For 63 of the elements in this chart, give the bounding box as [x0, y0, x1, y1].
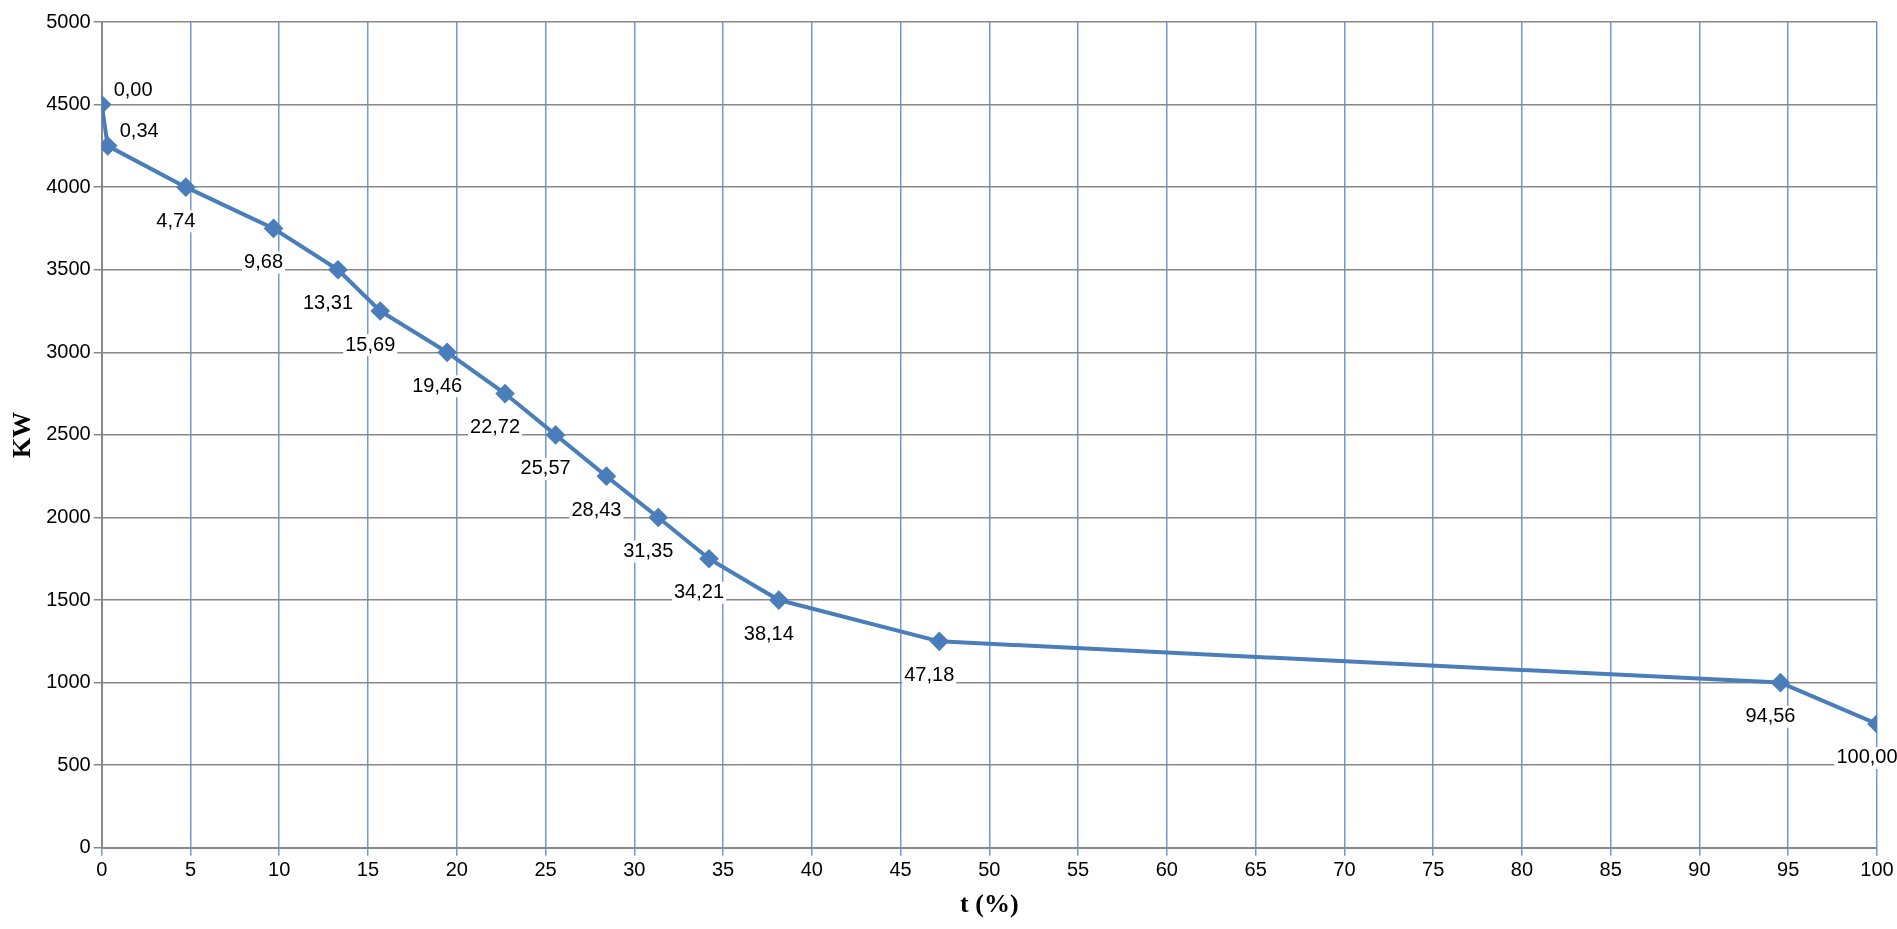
point [700, 549, 719, 568]
annotation: 34,21 [673, 580, 725, 603]
x-tick-label: 80 [1510, 858, 1534, 881]
x-tick-label: 55 [1066, 858, 1090, 881]
point [769, 591, 788, 610]
annotation: 28,43 [571, 497, 622, 520]
y-axis-title: KW [7, 411, 37, 459]
x-tick-label: 15 [356, 858, 380, 881]
y-tick-label: 4000 [46, 174, 91, 197]
x-tick-label: 75 [1422, 858, 1445, 881]
y-tick-label: 4500 [46, 92, 91, 115]
annotation: 0,34 [119, 119, 159, 142]
annotation: 25,57 [520, 456, 571, 479]
annotation: 13,31 [302, 291, 354, 314]
point [546, 425, 565, 444]
x-tick-label: 85 [1599, 858, 1622, 881]
x-tick-label: 5 [184, 858, 197, 881]
annotation: 15,69 [345, 332, 396, 355]
point [328, 260, 347, 279]
x-axis-title: t (%) [960, 889, 1019, 919]
x-tick-label: 25 [534, 858, 557, 881]
y-tick-label: 3000 [46, 339, 91, 362]
point [438, 343, 457, 362]
y-tick-label: 5000 [46, 9, 91, 32]
x-tick-label: 30 [623, 858, 646, 881]
point [649, 508, 668, 527]
x-tick-label: 70 [1333, 858, 1356, 881]
x-tick-label: 60 [1155, 858, 1178, 881]
x-tick-label: 45 [889, 858, 912, 881]
y-tick-label: 1500 [46, 587, 91, 610]
x-tick-label: 20 [445, 858, 468, 881]
y-tick-label: 2500 [46, 422, 91, 445]
x-tick-label: 50 [978, 858, 1001, 881]
y-tick-label: 0 [79, 835, 91, 858]
x-tick-label: 0 [96, 858, 108, 881]
x-tick-label: 35 [711, 858, 735, 881]
x-tick-label: 65 [1244, 858, 1267, 881]
y-tick-label: 2000 [46, 505, 91, 527]
y-tick-label: 3500 [46, 257, 91, 280]
annotation: 31,35 [623, 539, 674, 561]
annotation: 9,68 [244, 249, 284, 272]
annotation: 100,00 [1836, 745, 1897, 768]
x-tick-label: 100 [1860, 858, 1894, 881]
x-tick-label: 40 [800, 858, 823, 881]
point [264, 219, 283, 238]
point [176, 178, 195, 197]
annotation: 38,14 [743, 621, 794, 644]
annotation: 0,00 [113, 78, 153, 101]
x-tick-label: 95 [1777, 858, 1800, 881]
annotation: 94,56 [1745, 704, 1796, 727]
annotation: 22,72 [470, 415, 521, 438]
x-tick-label: 90 [1688, 858, 1711, 881]
point [930, 632, 949, 651]
point [496, 384, 515, 403]
y-tick-label: 500 [57, 752, 91, 775]
annotation: 47,18 [904, 662, 955, 685]
point [597, 467, 616, 486]
point [371, 302, 390, 321]
annotation: 19,46 [412, 373, 463, 396]
point [1771, 673, 1790, 692]
y-tick-label: 1000 [46, 670, 91, 693]
x-tick-label: 10 [268, 858, 291, 881]
annotation: 4,74 [156, 208, 196, 231]
